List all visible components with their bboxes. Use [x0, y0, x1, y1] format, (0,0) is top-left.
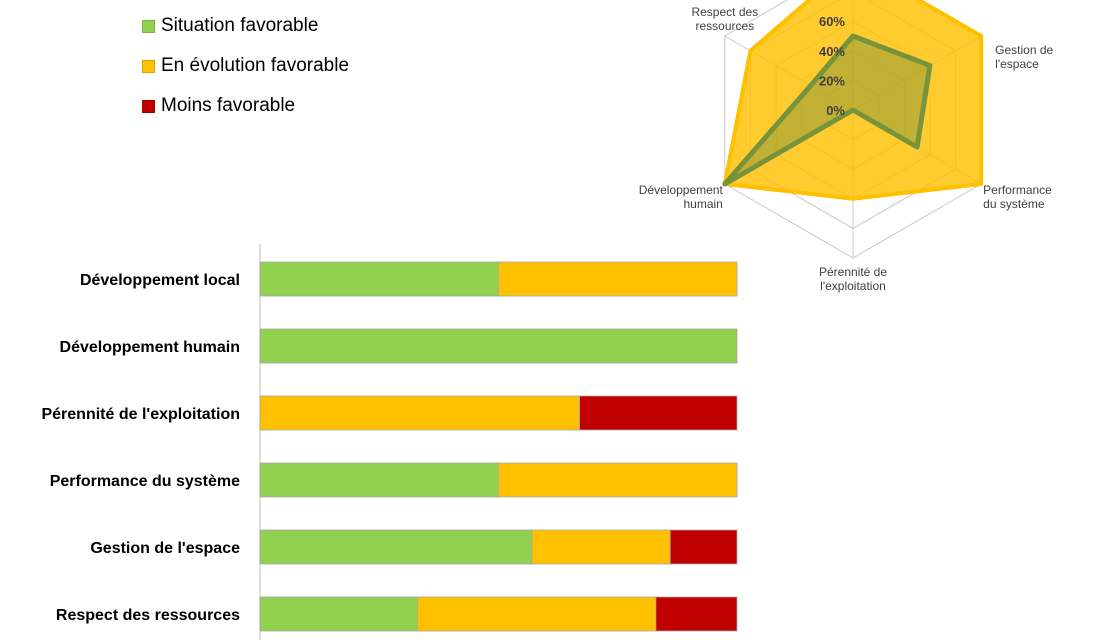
radar-axis-label: l'espace — [995, 57, 1039, 71]
legend-swatch-green — [142, 19, 155, 33]
radar-axis-label: Pérennité de — [819, 265, 887, 279]
radar-axis-label: Gestion de — [995, 43, 1053, 57]
bar-category-label: Performance du système — [50, 473, 240, 490]
bar-segment — [417, 596, 657, 632]
radar-series-area — [722, 33, 933, 187]
legend-item-moins-favorable: Moins favorable — [142, 86, 349, 126]
bar-segment — [579, 395, 738, 431]
radar-axis-label: Développement — [639, 183, 724, 197]
radar-axis-label: humain — [683, 197, 722, 211]
legend-swatch-red — [142, 99, 155, 113]
radar-tick-label: 0% — [826, 103, 845, 118]
bar-category-label: Respect des ressources — [56, 607, 240, 624]
radar-chart: 0% 20% 40% 60% Gestion del'espace Performance… — [639, 0, 1054, 293]
legend-item-en-evolution: En évolution favorable — [142, 46, 349, 86]
legend-label: Moins favorable — [161, 95, 296, 116]
radar-tick-label: 20% — [819, 73, 845, 88]
bar-segment — [259, 462, 499, 498]
bar-segment — [259, 395, 580, 431]
radar-tick-label: 60% — [819, 14, 845, 29]
bar-category-label: Gestion de l'espace — [90, 540, 240, 557]
bar-segment — [531, 529, 671, 565]
bar-segment — [259, 328, 738, 364]
stacked-bar-chart: Développement local Développement humain P… — [41, 244, 738, 640]
legend-label: En évolution favorable — [161, 55, 350, 76]
bar-category-label: Développement local — [80, 272, 240, 289]
radar-axis-label: l'exploitation — [820, 279, 886, 293]
radar-tick-label: 40% — [819, 44, 845, 59]
bar-category-label: Pérennité de l'exploitation — [41, 406, 240, 423]
radar-axis-label: Performance — [983, 183, 1052, 197]
bar-segment — [498, 462, 738, 498]
legend-label: Situation favorable — [161, 15, 319, 36]
bar-segment — [498, 261, 738, 297]
bar-category-label: Développement humain — [60, 339, 240, 356]
radar-axis-label: du système — [983, 197, 1045, 211]
bar-segment — [259, 596, 418, 632]
legend-swatch-yellow — [142, 59, 155, 73]
legend: Situation favorable En évolution favorab… — [142, 6, 349, 126]
bar-segment — [669, 529, 738, 565]
bar-segment — [259, 529, 533, 565]
bar-segment — [259, 261, 499, 297]
radar-axis-label: ressources — [695, 19, 754, 33]
legend-item-situation-favorable: Situation favorable — [142, 6, 349, 46]
bar-segment — [655, 596, 738, 632]
radar-axis-label: Respect des — [691, 5, 758, 19]
